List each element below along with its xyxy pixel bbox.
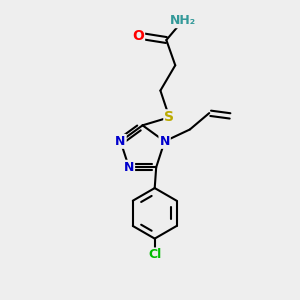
Text: S: S xyxy=(164,110,174,124)
Text: N: N xyxy=(159,135,170,148)
Text: O: O xyxy=(132,28,144,43)
Text: Cl: Cl xyxy=(148,248,161,262)
Text: N: N xyxy=(115,135,126,148)
Text: N: N xyxy=(124,161,134,174)
Text: NH₂: NH₂ xyxy=(169,14,196,27)
